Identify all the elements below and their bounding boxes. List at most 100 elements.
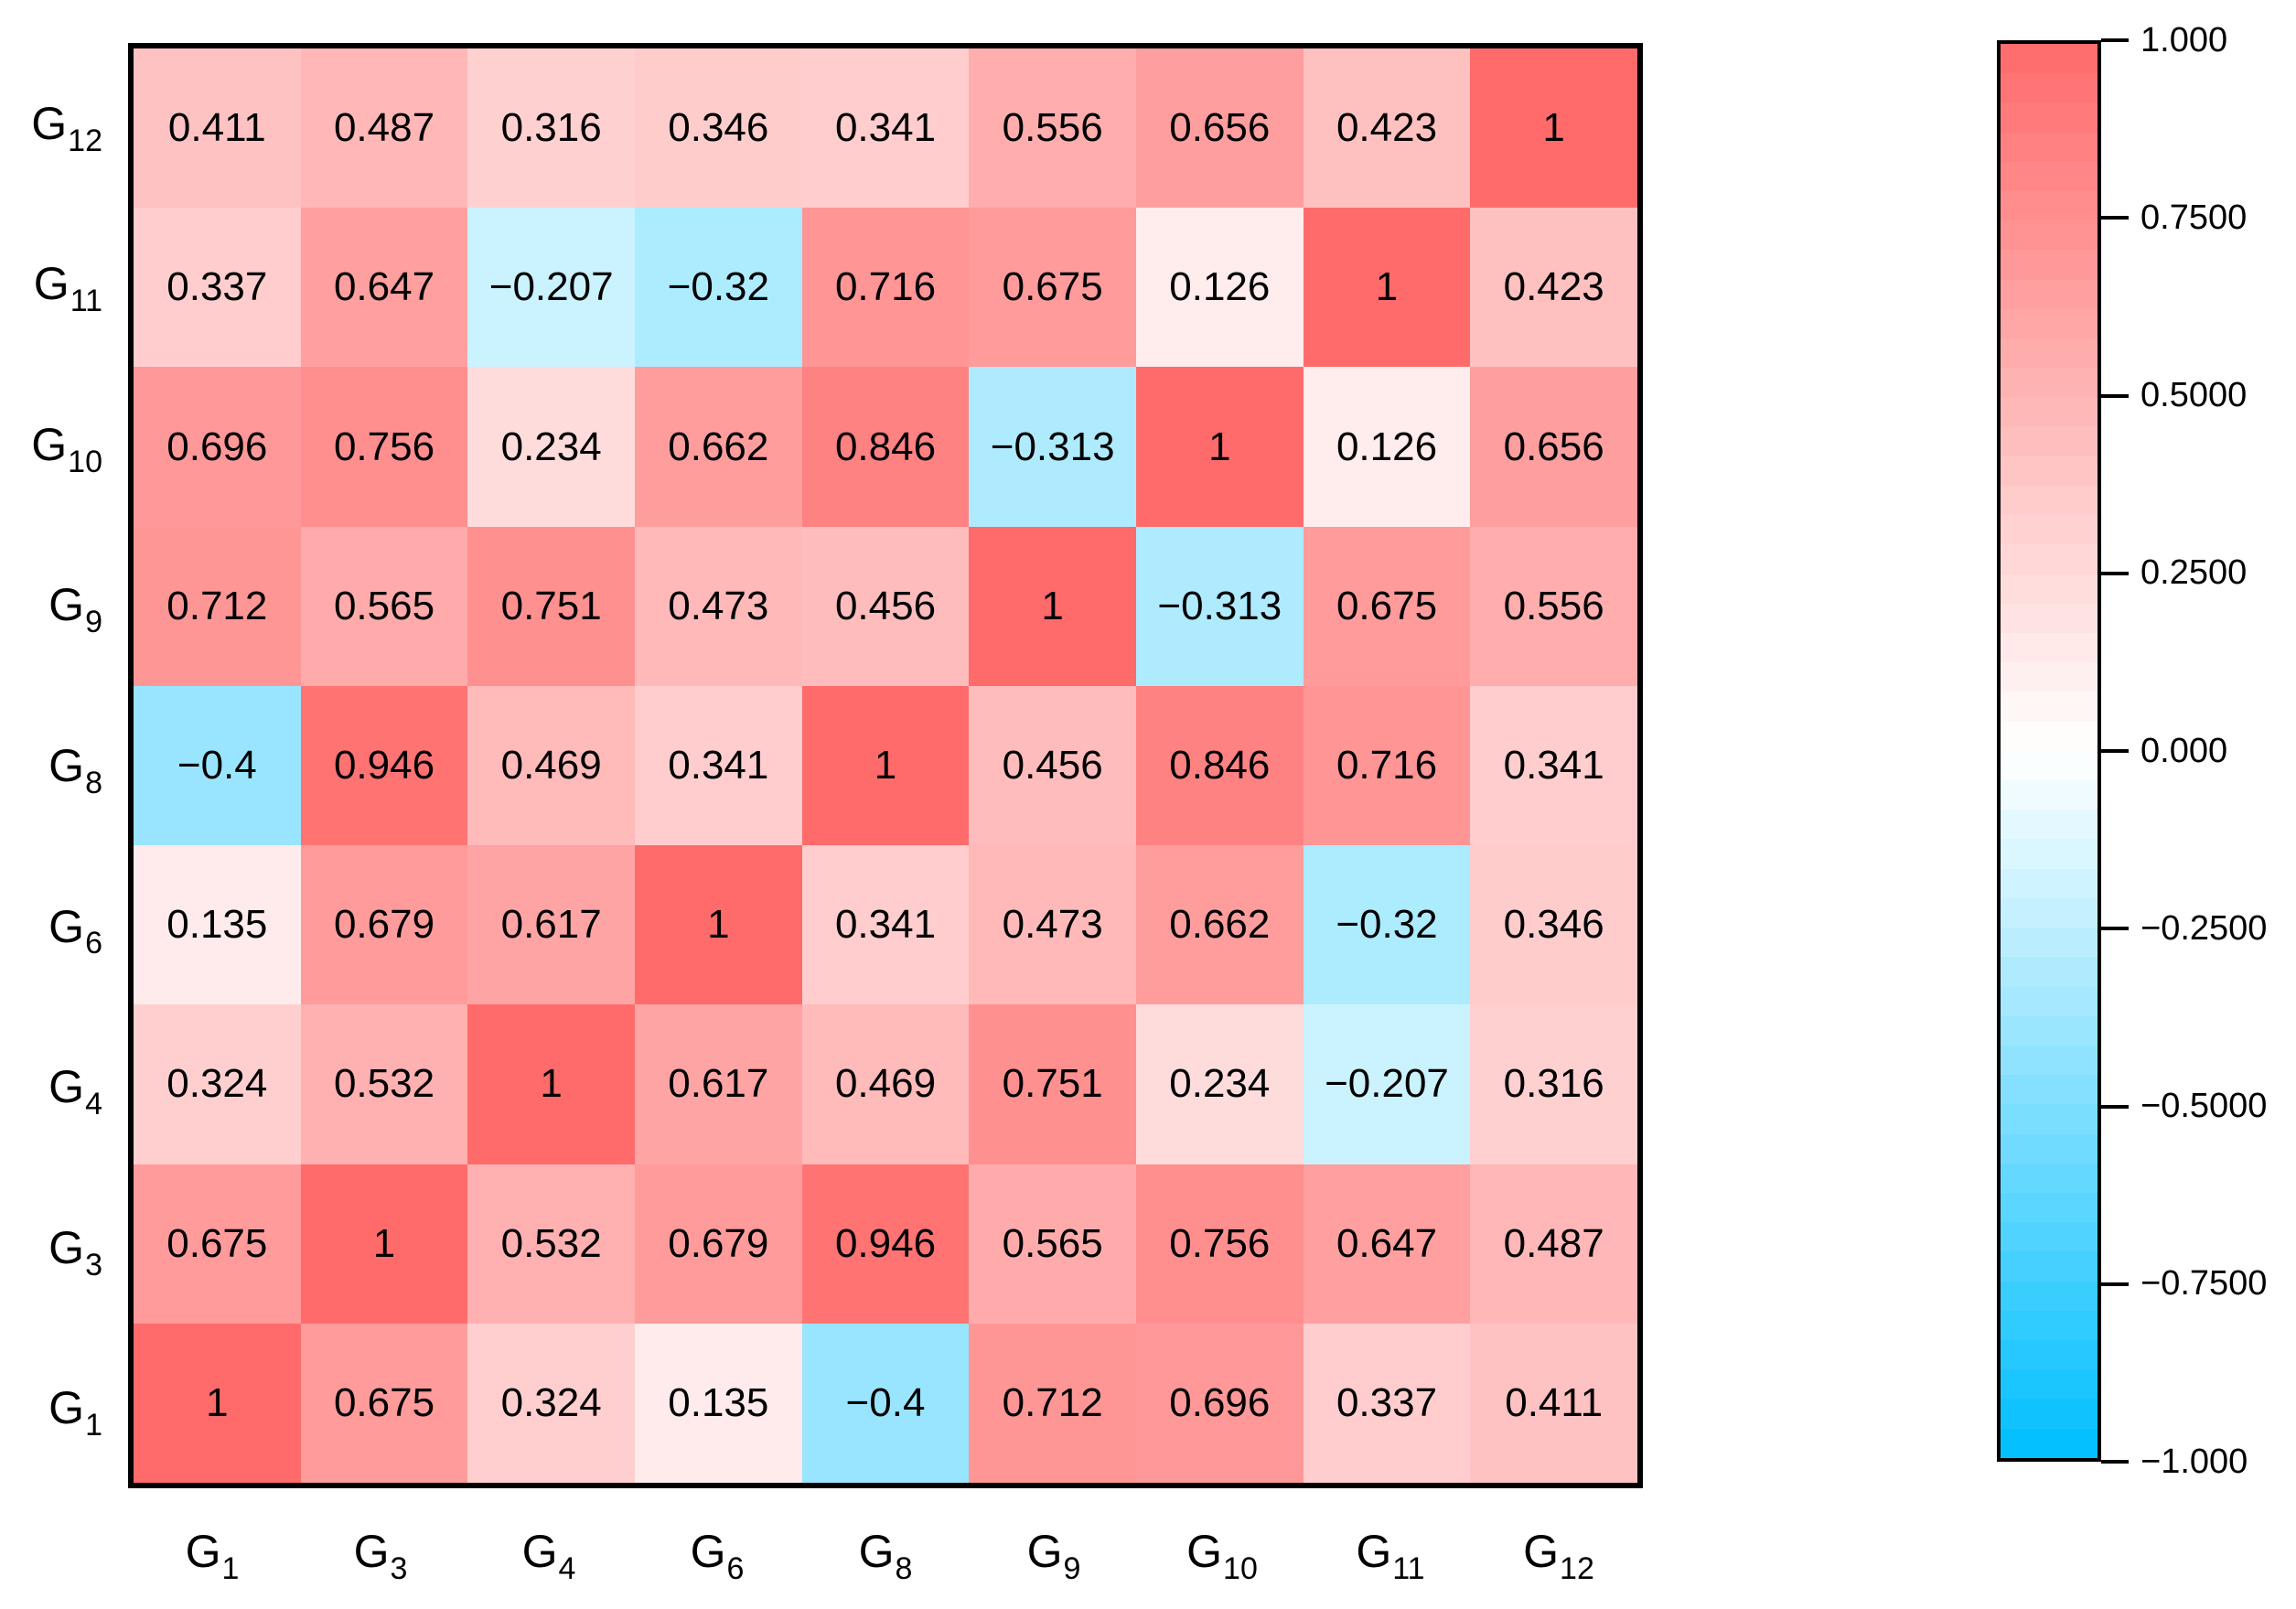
colorbar-band: [2001, 1045, 2098, 1076]
axis-label-text: G4: [521, 1526, 576, 1586]
x-axis-label: G11: [1306, 1507, 1475, 1595]
axis-label-text: G11: [33, 258, 102, 319]
heatmap-cell: 0.675: [134, 1164, 301, 1324]
heatmap-cell: 0.456: [969, 685, 1136, 846]
colorbar-tick: [2101, 393, 2129, 398]
heatmap-cell: 0.135: [635, 1323, 802, 1483]
axis-label-text: G8: [48, 739, 102, 800]
colorbar-tick: [2101, 1282, 2129, 1286]
colorbar-tick-label: −0.5000: [2140, 1087, 2268, 1125]
colorbar-band: [2001, 780, 2098, 810]
heatmap-cell: 0.337: [1303, 1323, 1471, 1483]
colorbar-tick: [2101, 216, 2129, 220]
colorbar-tick-label: 0.000: [2140, 731, 2228, 770]
axis-label-text: G4: [48, 1061, 102, 1121]
colorbar-tick-label: 0.2500: [2140, 553, 2248, 593]
colorbar-band: [2001, 250, 2098, 280]
heatmap-cell: 0.135: [134, 845, 301, 1005]
heatmap-cell: 0.234: [467, 367, 635, 527]
axis-label-text: G9: [1026, 1526, 1081, 1586]
axis-label-text: G12: [1523, 1526, 1594, 1586]
heatmap-cell: 0.647: [300, 208, 468, 368]
colorbar-tick-label: 1.000: [2140, 20, 2228, 59]
colorbar-band: [2001, 1015, 2098, 1046]
colorbar-tick: [2101, 1460, 2129, 1464]
heatmap-cell: 0.617: [635, 1004, 802, 1164]
colorbar-band: [2001, 603, 2098, 634]
heatmap-cell: 0.647: [1303, 1164, 1471, 1324]
heatmap-cell: 0.846: [1136, 685, 1304, 846]
heatmap-cell: −0.4: [801, 1323, 970, 1483]
colorbar-band: [2001, 1075, 2098, 1105]
heatmap-cell: 0.341: [635, 685, 802, 846]
colorbar-band: [2001, 1281, 2098, 1311]
heatmap-cell: −0.313: [1136, 526, 1304, 686]
colorbar-band: [2001, 928, 2098, 958]
heatmap-cell: 0.751: [969, 1004, 1136, 1164]
heatmap-cell: 0.675: [300, 1323, 468, 1483]
colorbar-band: [2001, 368, 2098, 398]
heatmap-cell: 1: [467, 1004, 635, 1164]
colorbar-band: [2001, 397, 2098, 427]
heatmap-cell: 0.346: [635, 48, 802, 209]
colorbar-band: [2001, 132, 2098, 162]
heatmap-cell: 0.341: [1470, 685, 1637, 846]
heatmap-cell: 0.324: [134, 1004, 301, 1164]
axis-label-text: G11: [1356, 1526, 1425, 1586]
heatmap-cell: 0.126: [1136, 208, 1304, 368]
heatmap-cell: 0.662: [1136, 845, 1304, 1005]
heatmap-cell: 0.679: [635, 1164, 802, 1324]
heatmap-cell: 0.532: [300, 1004, 468, 1164]
colorbar-tick-label: −0.2500: [2140, 908, 2268, 948]
heatmap-cell: 0.423: [1470, 208, 1637, 368]
colorbar-band: [2001, 750, 2098, 781]
heatmap-cell: −0.32: [1303, 845, 1471, 1005]
heatmap-cell: 0.126: [1303, 367, 1471, 527]
colorbar-band: [2001, 1251, 2098, 1282]
axis-label-text: G6: [690, 1526, 745, 1586]
colorbar-band: [2001, 721, 2098, 751]
heatmap-cell: 0.316: [467, 48, 635, 209]
axis-label-text: G3: [353, 1526, 408, 1586]
colorbar-band: [2001, 73, 2098, 103]
colorbar-band: [2001, 957, 2098, 987]
heatmap-cell: −0.313: [969, 367, 1136, 527]
colorbar-tick: [2101, 749, 2129, 753]
axis-label-text: G10: [31, 418, 102, 479]
x-axis-label: G10: [1138, 1507, 1306, 1595]
heatmap-cell: 0.656: [1136, 48, 1304, 209]
colorbar-band: [2001, 308, 2098, 339]
colorbar-band: [2001, 44, 2098, 74]
y-axis-label: G11: [0, 204, 102, 365]
heatmap-cell: 0.423: [1303, 48, 1471, 209]
colorbar-band: [2001, 1133, 2098, 1164]
heatmap-cell: 0.675: [969, 208, 1136, 368]
colorbar-band: [2001, 1369, 2098, 1400]
heatmap-cell: 0.456: [801, 526, 970, 686]
axis-label-text: G10: [1186, 1526, 1258, 1586]
heatmap-cell: 1: [1470, 48, 1637, 209]
colorbar-band: [2001, 897, 2098, 928]
colorbar-band: [2001, 633, 2098, 663]
axis-label-text: G3: [48, 1221, 102, 1282]
heatmap-cell: 0.617: [467, 845, 635, 1005]
y-axis-label: G3: [0, 1167, 102, 1328]
axis-label-text: G8: [858, 1526, 913, 1586]
heatmap-cell: 0.487: [300, 48, 468, 209]
heatmap-cell: 0.656: [1470, 367, 1637, 527]
colorbar-band: [2001, 1104, 2098, 1134]
heatmap-cell: 1: [1136, 367, 1304, 527]
colorbar-band: [2001, 1163, 2098, 1193]
x-axis-label: G9: [970, 1507, 1138, 1595]
heatmap-cell: 0.469: [467, 685, 635, 846]
heatmap-cell: 0.716: [1303, 685, 1471, 846]
colorbar-tick-label: −1.000: [2140, 1442, 2248, 1481]
x-axis-label: G4: [465, 1507, 633, 1595]
colorbar-band: [2001, 486, 2098, 516]
y-axis-label: G8: [0, 685, 102, 846]
heatmap-cell: 1: [1303, 208, 1471, 368]
colorbar-band: [2001, 161, 2098, 192]
x-axis-label: G8: [801, 1507, 970, 1595]
heatmap-cell: 1: [801, 685, 970, 846]
x-axis-label: G1: [128, 1507, 296, 1595]
